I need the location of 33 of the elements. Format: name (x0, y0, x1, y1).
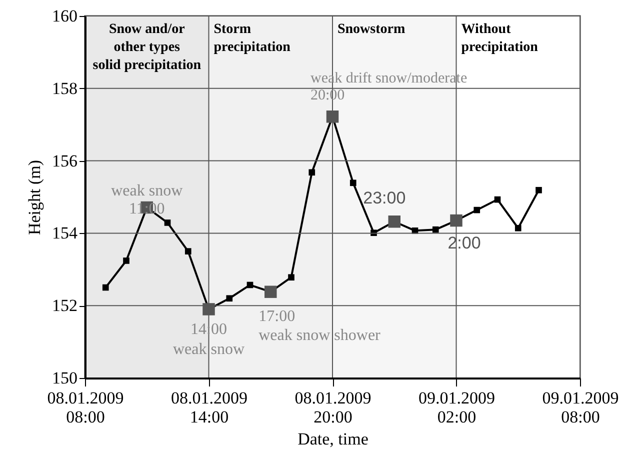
y-tick-label: 152 (52, 296, 78, 316)
y-tick-label: 150 (52, 368, 78, 388)
point (432, 226, 439, 233)
band-label: Snowstorm (337, 22, 406, 37)
x-tick-label: 08.01.2009 20:00 (294, 388, 372, 426)
annotation: 17:00 weak snow shower (258, 308, 382, 344)
y-tick-label: 156 (52, 151, 78, 170)
point (474, 206, 480, 214)
y-tick-label: 160 (52, 6, 78, 26)
point (226, 295, 233, 302)
point (308, 169, 316, 176)
point (102, 284, 109, 291)
point (350, 180, 356, 186)
y-tick-label: 154 (52, 224, 78, 243)
point (184, 248, 192, 254)
band-label: Snow and/or other types solid precipitation (92, 22, 202, 73)
point (514, 224, 522, 232)
point (288, 274, 294, 281)
x-axis-title: Date, time (298, 430, 368, 448)
annotation: 23:00 (363, 188, 406, 208)
point (246, 282, 254, 288)
x-tick-label: 08.01.2009 08:00 (47, 388, 124, 426)
y-axis-title: Height (m) (25, 160, 44, 236)
point (164, 220, 171, 226)
band-label: Without precipitation (461, 22, 538, 55)
point (536, 186, 542, 194)
y-tick-label: 158 (52, 78, 78, 98)
x-tick-label: 09.01.2009 02:00 (418, 388, 495, 426)
x-tick-label: 08.01.2009 14:00 (171, 388, 248, 426)
point (494, 196, 501, 203)
x-tick-label: 09.01.2009 08:00 (542, 388, 619, 426)
band-label: Storm precipitation (214, 22, 291, 55)
point (123, 258, 130, 264)
